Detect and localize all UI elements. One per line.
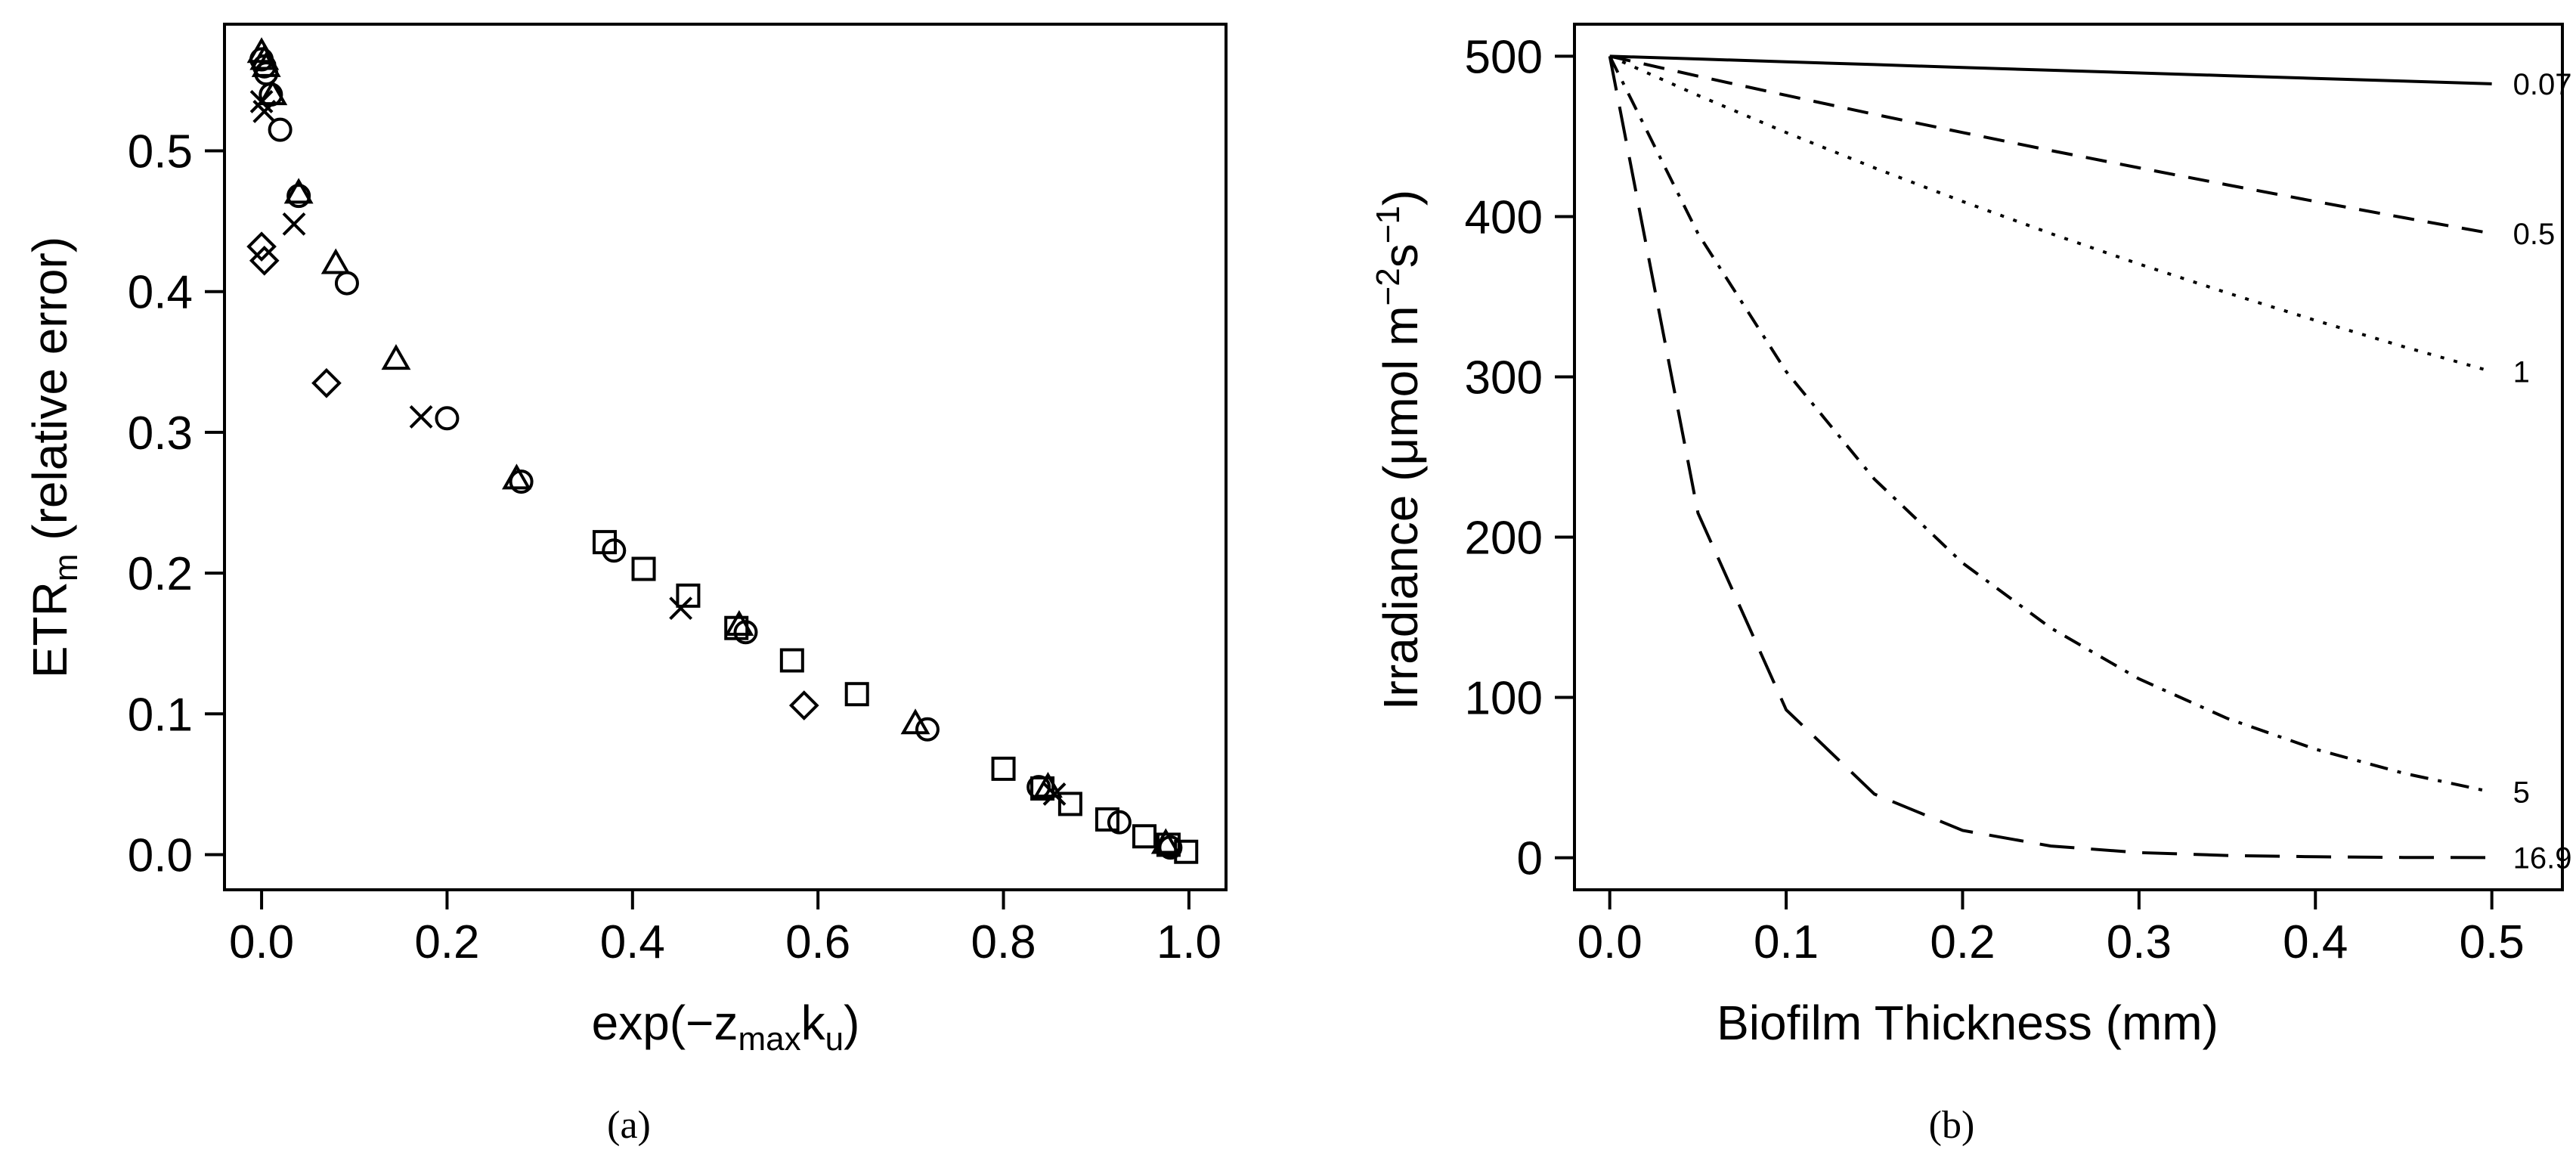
panel-a-plot-frame bbox=[223, 23, 1228, 891]
panel-a-x-axis-title: exp(−zmaxku) bbox=[592, 996, 860, 1058]
marker-square bbox=[631, 556, 656, 581]
marker-cross bbox=[669, 596, 693, 621]
marker-square bbox=[1057, 792, 1082, 816]
panel-b-axis-ticks: 0.0 0.1 0.2 0.3 0.4 0.5 0 100 200 300 400 500 bbox=[1465, 31, 2525, 968]
marker-circle bbox=[509, 469, 534, 494]
marker-diamond bbox=[246, 231, 277, 262]
series-label-1: 1 bbox=[2513, 355, 2530, 389]
marker-square bbox=[1030, 776, 1055, 801]
x-tick-label: 0.2 bbox=[1930, 916, 1995, 968]
panel-b-y-axis-title: Irradiance (μmol m−2s−1) bbox=[1370, 190, 1428, 710]
marker-cross bbox=[252, 100, 277, 123]
series-line-5 bbox=[1608, 55, 2493, 794]
marker-square bbox=[593, 530, 618, 555]
y-tick-label: 0.3 bbox=[128, 407, 193, 460]
panel-a-data-points bbox=[246, 37, 1199, 864]
marker-square bbox=[1174, 839, 1199, 864]
y-tick-label: 0.4 bbox=[128, 267, 193, 319]
panel-b-caption: (b) bbox=[1929, 1104, 1975, 1147]
panel-b-plot-frame bbox=[1573, 23, 2564, 891]
marker-triangle bbox=[724, 609, 754, 636]
series-label-0.5: 0.5 bbox=[2513, 218, 2556, 251]
x-tick-label: 0.0 bbox=[1577, 916, 1643, 968]
series-line-1 bbox=[1608, 54, 2493, 373]
marker-triangle bbox=[283, 178, 314, 204]
marker-square bbox=[724, 615, 749, 640]
x-tick-label: 0.5 bbox=[2460, 916, 2525, 968]
x-tick-label: 0.0 bbox=[229, 916, 294, 968]
marker-triangle bbox=[1150, 828, 1181, 854]
y-tick-label: 0.0 bbox=[128, 829, 193, 881]
y-tick-label: 0 bbox=[1517, 833, 1543, 885]
marker-square bbox=[1094, 807, 1119, 832]
panel-b-x-axis-title: Biofilm Thickness (mm) bbox=[1717, 996, 2218, 1050]
x-tick-label: 0.2 bbox=[414, 916, 479, 968]
marker-cross bbox=[409, 405, 433, 429]
y-tick-label: 100 bbox=[1465, 673, 1543, 725]
x-tick-label: 0.6 bbox=[785, 916, 850, 968]
marker-square bbox=[779, 648, 804, 673]
panel-b-series-labels: 0.07 0.5 1 5 16.9 bbox=[2513, 68, 2572, 875]
series-line-0.07 bbox=[1609, 54, 2492, 85]
series-line-0.5 bbox=[1609, 54, 2492, 235]
y-tick-label: 500 bbox=[1465, 31, 1543, 83]
marker-triangle bbox=[320, 248, 351, 274]
y-tick-label: 0.2 bbox=[128, 548, 193, 600]
marker-circle bbox=[334, 271, 359, 296]
x-tick-label: 0.4 bbox=[2283, 916, 2348, 968]
marker-circle bbox=[1158, 835, 1183, 860]
marker-square bbox=[1156, 832, 1181, 857]
x-tick-label: 1.0 bbox=[1156, 916, 1221, 968]
marker-circle bbox=[268, 117, 293, 142]
y-tick-label: 0.5 bbox=[128, 126, 193, 178]
series-label-5: 5 bbox=[2513, 776, 2530, 810]
marker-circle bbox=[286, 184, 311, 209]
y-tick-label: 200 bbox=[1465, 513, 1543, 565]
marker-circle bbox=[435, 406, 460, 431]
marker-square bbox=[676, 583, 701, 608]
marker-square bbox=[1132, 824, 1157, 849]
marker-diamond bbox=[311, 367, 342, 398]
marker-diamond bbox=[249, 245, 280, 276]
marker-circle bbox=[915, 717, 940, 742]
series-label-16.9: 16.9 bbox=[2513, 841, 2572, 875]
x-tick-label: 0.4 bbox=[600, 916, 665, 968]
series-label-0.07: 0.07 bbox=[2513, 68, 2572, 101]
marker-triangle bbox=[502, 463, 531, 490]
panel-a-scatter-chart: 0.0 0.2 0.4 0.6 0.8 1.0 0.0 0.1 0.2 0.3 0.4 0.5 exp… bbox=[23, 23, 1228, 1147]
panel-a-caption: (a) bbox=[607, 1104, 651, 1147]
marker-diamond bbox=[788, 690, 819, 720]
marker-square bbox=[991, 756, 1016, 781]
x-tick-label: 0.1 bbox=[1754, 916, 1819, 968]
y-tick-label: 300 bbox=[1465, 352, 1543, 404]
series-line-16.9 bbox=[1608, 56, 2492, 860]
panel-a-axis-ticks: 0.0 0.2 0.4 0.6 0.8 1.0 0.0 0.1 0.2 0.3 0.4 0.5 bbox=[128, 126, 1221, 968]
y-tick-label: 400 bbox=[1465, 191, 1543, 243]
y-tick-label: 0.1 bbox=[128, 689, 193, 741]
marker-cross bbox=[282, 212, 306, 236]
panel-a-y-axis-title: ETRm (relative error) bbox=[23, 237, 85, 678]
marker-square bbox=[844, 682, 869, 707]
x-tick-label: 0.8 bbox=[971, 916, 1036, 968]
marker-triangle bbox=[381, 344, 411, 370]
panel-b-series-lines bbox=[1608, 54, 2493, 860]
x-tick-label: 0.3 bbox=[2107, 916, 2172, 968]
